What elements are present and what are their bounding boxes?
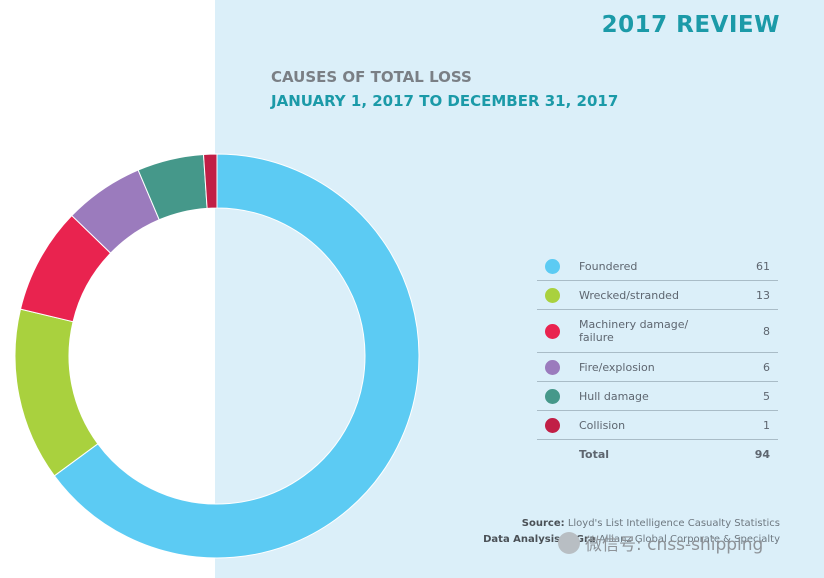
wechat-icon: [558, 531, 580, 554]
legend-row: Wrecked/stranded 13: [537, 280, 778, 310]
legend-swatch-hull-damage: [545, 388, 560, 404]
legend-total-value: 94: [754, 447, 770, 461]
legend-swatch-foundered: [545, 258, 560, 274]
donut-slice-collision: [202, 153, 218, 209]
legend-swatch-cell: [537, 381, 579, 411]
legend-label-foundered: Foundered: [579, 252, 730, 281]
legend-label-machinery-damage-failure: Machinery damage/failure: [579, 309, 730, 353]
analysis-label: Data Analysis & Gra: [483, 534, 596, 545]
legend-label-hull-damage: Hull damage: [579, 381, 730, 411]
legend-label-fire-explosion: Fire/explosion: [579, 352, 730, 382]
legend-swatch-cell: [537, 410, 579, 440]
analysis-text: Allianz Global Corporate & Specialty: [598, 534, 780, 545]
legend-row: Foundered 61: [537, 252, 778, 281]
legend-row: Collision 1: [537, 410, 778, 440]
legend-total-spacer: [537, 440, 579, 469]
watermark-text: 微信号: cnss-shipping: [585, 535, 764, 555]
legend-value-collision: 1: [730, 410, 778, 440]
legend-swatch-machinery-damage-failure: [545, 323, 560, 339]
legend-swatch-cell: [537, 309, 579, 353]
legend-label-collision: Collision: [579, 410, 730, 440]
legend-row: Hull damage 5: [537, 381, 778, 411]
legend-swatch-cell: [537, 352, 579, 382]
legend-swatch-cell: [537, 280, 579, 310]
legend-value-machinery-damage-failure: 8: [730, 309, 778, 353]
chart-title: CAUSES OF TOTAL LOSS: [271, 68, 472, 86]
legend-label-wrecked-stranded: Wrecked/stranded: [579, 280, 730, 310]
legend-swatch-fire-explosion: [545, 359, 560, 375]
legend-row: Fire/explosion 6: [537, 352, 778, 382]
donut-slice-wrecked-stranded: [14, 308, 99, 477]
legend-value-hull-damage: 5: [730, 381, 778, 411]
source-note: Source: Lloyd's List Intelligence Casual…: [380, 516, 780, 548]
legend-total-label: Total: [579, 447, 610, 461]
review-heading: 2017 REVIEW: [601, 12, 780, 38]
legend-total-row: Total 94: [537, 440, 778, 469]
chart-subtitle: JANUARY 1, 2017 TO DECEMBER 31, 2017: [271, 92, 619, 110]
legend-value-fire-explosion: 6: [730, 352, 778, 382]
donut-slice-foundered: [53, 153, 420, 559]
source-text: Lloyd's List Intelligence Casualty Stati…: [567, 518, 780, 529]
legend-value-wrecked-stranded: 13: [730, 280, 778, 310]
legend-value-foundered: 61: [730, 252, 778, 281]
watermark: 微信号: cnss-shipping: [558, 530, 763, 555]
legend-swatch-cell: [537, 252, 579, 281]
legend-swatch-wrecked-stranded: [545, 287, 560, 303]
source-label: Source:: [521, 518, 565, 529]
legend-swatch-collision: [545, 417, 560, 433]
legend-row: Machinery damage/failure 8: [537, 309, 778, 353]
chart-legend: Foundered 61 Wrecked/stranded 13 Machinery d…: [537, 252, 778, 468]
